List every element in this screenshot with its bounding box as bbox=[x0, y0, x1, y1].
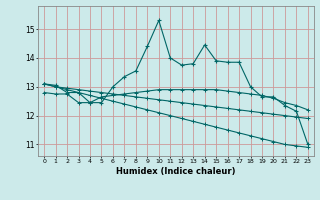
X-axis label: Humidex (Indice chaleur): Humidex (Indice chaleur) bbox=[116, 167, 236, 176]
